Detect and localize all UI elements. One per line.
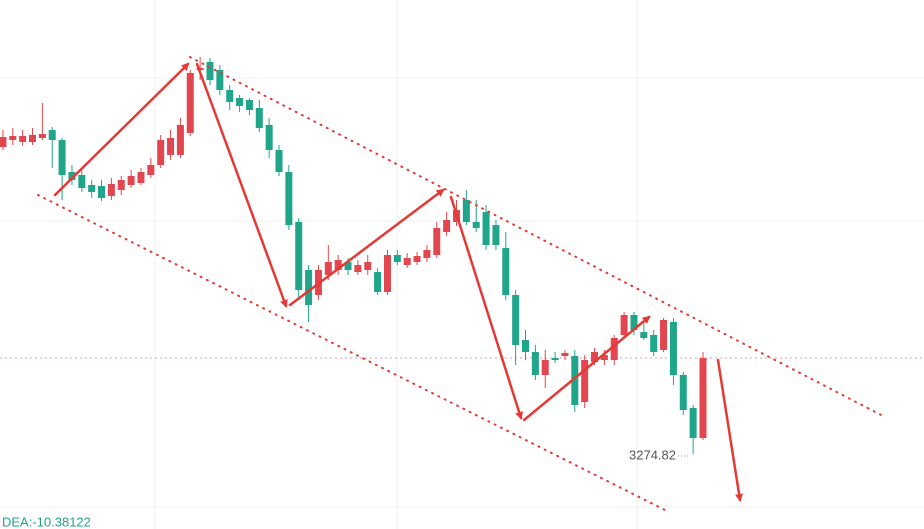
candle-body — [492, 225, 500, 245]
candle-body — [522, 340, 530, 352]
candle-body — [48, 130, 56, 140]
candle-body — [285, 172, 293, 225]
candle-body — [650, 335, 658, 352]
low-label: 3274.82 — [629, 447, 676, 462]
candle-body — [58, 140, 66, 175]
indicator-label: DEA:-10.38122 — [2, 514, 91, 529]
candle-body — [403, 258, 411, 265]
candle-body — [699, 358, 707, 438]
candle-body — [571, 356, 579, 405]
candle-body — [689, 408, 697, 438]
candle-body — [176, 125, 184, 155]
candle-body — [157, 140, 165, 165]
candle-body — [630, 315, 638, 330]
candle-body — [591, 352, 599, 362]
candle-body — [255, 108, 263, 128]
candle-body — [660, 320, 668, 350]
candle-body — [98, 186, 106, 198]
candle-body — [354, 265, 362, 272]
candle-body — [206, 62, 214, 80]
candle-body — [423, 250, 431, 258]
candle-body — [482, 212, 490, 245]
candle-body — [393, 255, 401, 262]
candle-body — [9, 136, 17, 140]
candle-body — [364, 262, 372, 270]
candle-body — [383, 255, 391, 292]
candle-body — [226, 90, 234, 102]
candle-body — [167, 138, 175, 155]
candle-body — [305, 270, 313, 305]
candle-body — [561, 353, 569, 356]
candle-body — [620, 315, 628, 335]
annotations — [37, 56, 886, 511]
candle-body — [324, 262, 332, 275]
candle-body — [669, 322, 677, 375]
candle-body — [502, 248, 510, 295]
candle-body — [265, 125, 273, 150]
candle-body — [679, 375, 687, 410]
candle-body — [216, 70, 224, 90]
candle-body — [88, 185, 96, 192]
candle-body — [68, 172, 76, 180]
candle-body — [137, 172, 145, 183]
candle-body — [107, 184, 115, 196]
candle-body — [0, 137, 7, 147]
candle-body — [472, 222, 480, 228]
candle-body — [443, 220, 451, 232]
candle-body — [127, 176, 135, 185]
candle-body — [374, 272, 382, 292]
candle-body — [551, 358, 559, 360]
candle-body — [117, 180, 125, 190]
candle-body — [78, 175, 86, 188]
candle-body — [186, 73, 194, 133]
candles — [0, 57, 707, 454]
candle-body — [640, 332, 648, 338]
candle-body — [512, 295, 520, 345]
candle-body — [19, 136, 27, 142]
candle-body — [433, 228, 441, 255]
candle-body — [29, 135, 37, 142]
candle-body — [581, 360, 589, 402]
candle-body — [344, 262, 352, 270]
candle-body — [462, 200, 470, 222]
candle-body — [275, 150, 283, 172]
candle-body — [600, 355, 608, 360]
candle-body — [413, 256, 421, 262]
candle-body — [245, 100, 253, 110]
candle-body — [610, 338, 618, 360]
candle-body — [541, 360, 549, 375]
candle-body — [236, 98, 244, 106]
candle-body — [38, 134, 46, 138]
candle-body — [334, 260, 342, 270]
candle-body — [295, 222, 303, 290]
candle-body — [147, 165, 155, 175]
candle-body — [531, 352, 539, 375]
